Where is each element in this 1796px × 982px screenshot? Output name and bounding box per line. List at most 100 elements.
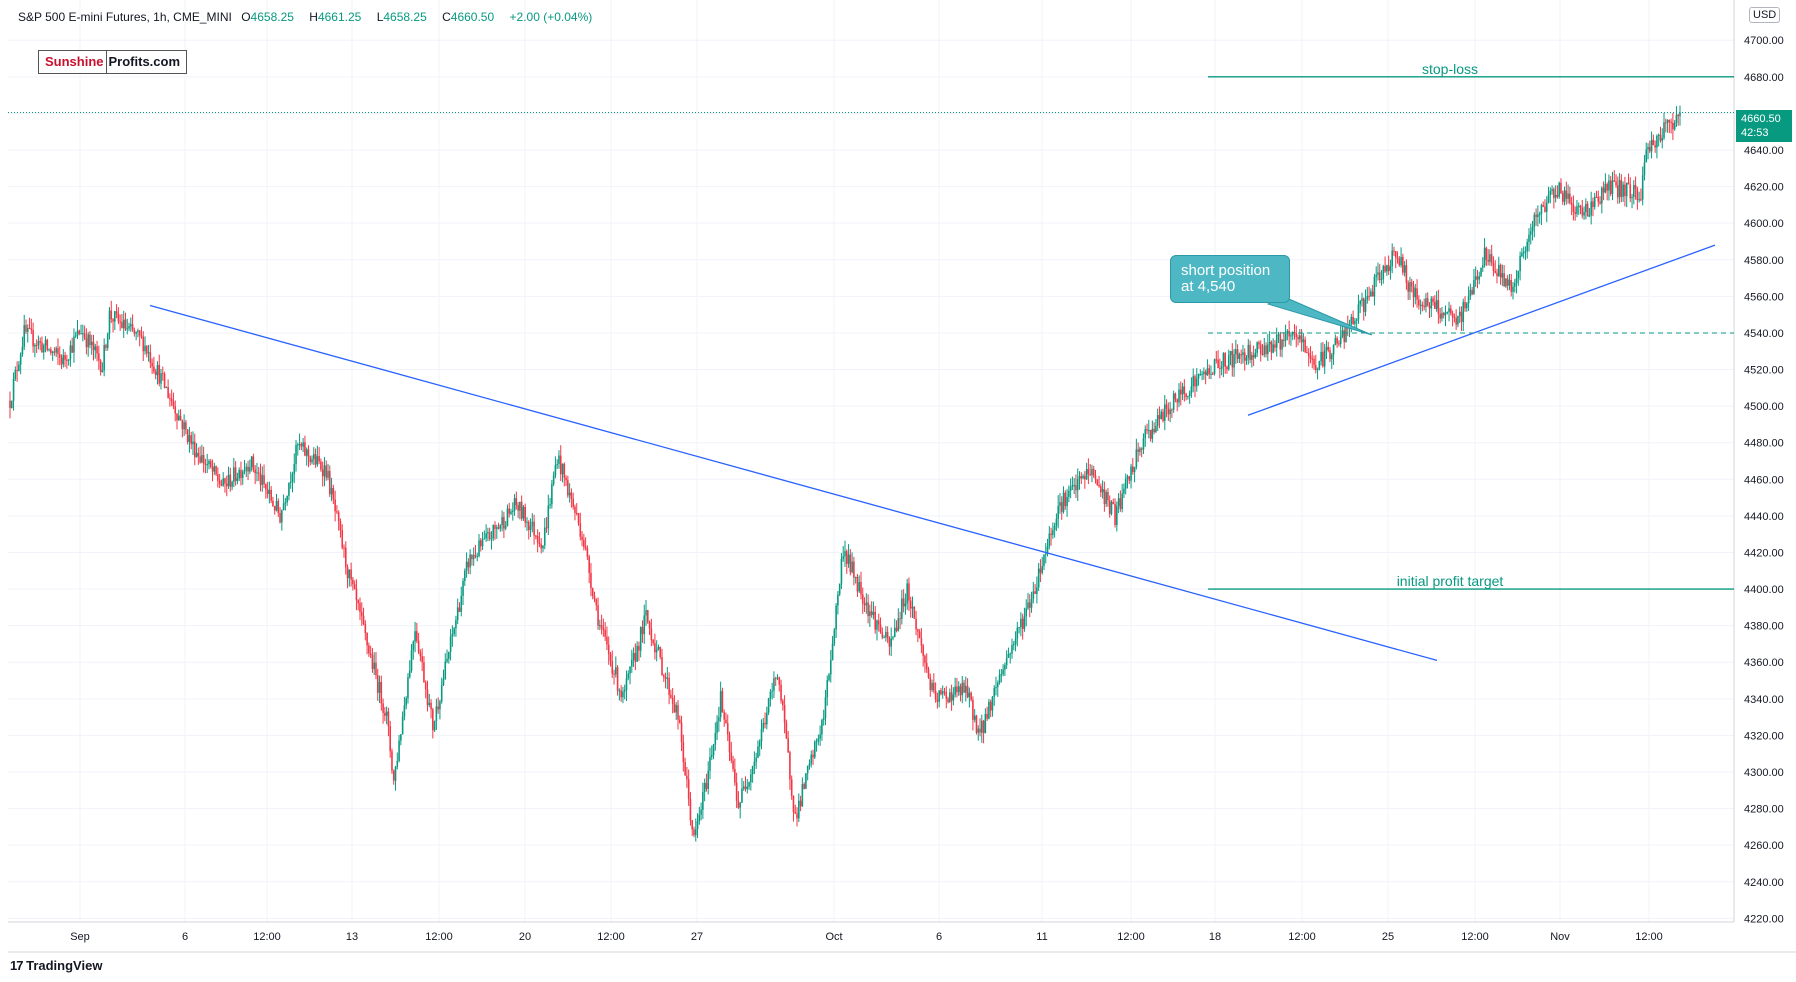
grid-lines	[8, 0, 1734, 922]
open-value: 4658.25	[250, 10, 294, 24]
candle-body	[368, 645, 370, 654]
open-label: O	[241, 10, 251, 24]
price-levels: stop-loss initial profit target	[8, 61, 1734, 590]
y-axis-ticks: 4700.004680.004660.004640.004620.004600.…	[1744, 35, 1784, 925]
candle-body	[1673, 122, 1676, 130]
candle-body	[529, 526, 532, 530]
x-tick-label: 11	[1036, 931, 1047, 943]
candle-body	[1357, 304, 1360, 320]
candle-body	[508, 508, 511, 514]
candle-body	[1370, 291, 1372, 297]
candle-body	[387, 711, 390, 727]
candle-body	[702, 791, 704, 810]
candle-body	[1496, 272, 1498, 277]
candle-body	[1044, 553, 1047, 555]
candle-body	[531, 521, 534, 527]
candle-body	[19, 354, 22, 365]
candle-body	[1213, 359, 1216, 374]
candle-body	[931, 682, 933, 690]
candle-body	[327, 470, 329, 478]
candle-body	[1151, 428, 1154, 439]
candle-body	[593, 595, 596, 599]
candle-body	[398, 740, 400, 761]
candle-body	[1659, 134, 1662, 141]
candle-body	[545, 527, 548, 529]
candle-body	[746, 786, 749, 790]
candle-body	[769, 691, 772, 699]
x-tick-label: Oct	[825, 931, 842, 943]
candle-body	[1506, 278, 1509, 286]
candle-body	[348, 569, 351, 579]
candle-body	[66, 359, 68, 361]
candle-body	[1132, 466, 1134, 473]
candle-body	[1053, 525, 1056, 531]
candle-body	[265, 484, 267, 490]
candle-body	[1066, 496, 1068, 507]
candle-body	[181, 420, 184, 430]
candle-body	[721, 691, 724, 713]
candle-body	[89, 334, 91, 346]
candle-body	[1119, 498, 1122, 510]
candle-body	[1215, 359, 1218, 361]
candle-body	[1293, 331, 1296, 333]
candle-body	[517, 505, 519, 511]
candle-body	[289, 481, 292, 483]
candle-body	[1299, 335, 1301, 340]
candle-body	[851, 561, 853, 573]
candle-body	[74, 335, 77, 337]
candle-body	[1481, 265, 1484, 268]
candle-body	[753, 761, 756, 766]
tradingview-logo[interactable]: 17 TradingView	[10, 958, 102, 973]
candle-body	[1629, 184, 1632, 199]
candle-body	[87, 334, 89, 348]
candle-body	[1601, 187, 1603, 204]
candle-body	[1123, 488, 1125, 494]
candle-body	[1375, 274, 1378, 277]
candle-body	[812, 754, 814, 758]
candle-body	[453, 628, 455, 635]
candle-body	[1270, 341, 1273, 353]
level-label: stop-loss	[1422, 61, 1478, 77]
candle-body	[831, 643, 834, 660]
candle-body	[574, 506, 576, 513]
candle-body	[629, 666, 631, 674]
candle-body	[646, 610, 649, 623]
candle-body	[1121, 493, 1123, 510]
candle-body	[1201, 373, 1203, 375]
candle-body	[730, 752, 733, 761]
candle-body	[263, 475, 265, 485]
candle-body	[284, 502, 287, 504]
candle-body	[1403, 265, 1406, 273]
candle-body	[1128, 476, 1131, 481]
candle-body	[741, 788, 743, 803]
candle-body	[662, 675, 665, 677]
candle-body	[810, 754, 813, 764]
candle-body	[794, 811, 797, 814]
candle-body	[950, 692, 953, 701]
currency-button[interactable]: USD	[1749, 7, 1781, 23]
candle-body	[440, 684, 443, 702]
candle-body	[897, 618, 900, 631]
candle-body	[821, 720, 823, 735]
candle-body	[499, 524, 502, 529]
y-tick-label: 4520.00	[1744, 365, 1784, 377]
candle-body	[353, 584, 356, 589]
candle-body	[1306, 351, 1308, 353]
candle-body	[798, 800, 800, 819]
symbol-name: S&P 500 E-mini Futures, 1h, CME_MINI	[18, 10, 232, 24]
candle-body	[815, 741, 818, 743]
candle-body	[1284, 333, 1287, 341]
candle-body	[986, 714, 988, 719]
candle-body	[623, 690, 626, 692]
candle-body	[1039, 568, 1042, 573]
candle-body	[117, 313, 120, 322]
candle-body	[909, 600, 912, 609]
candle-body	[1251, 355, 1253, 360]
candle-body	[1435, 300, 1438, 309]
candle-body	[1574, 212, 1576, 214]
candle-body	[1034, 591, 1036, 594]
candle-body	[631, 659, 633, 667]
candle-body	[925, 662, 928, 669]
candle-body	[83, 333, 86, 339]
